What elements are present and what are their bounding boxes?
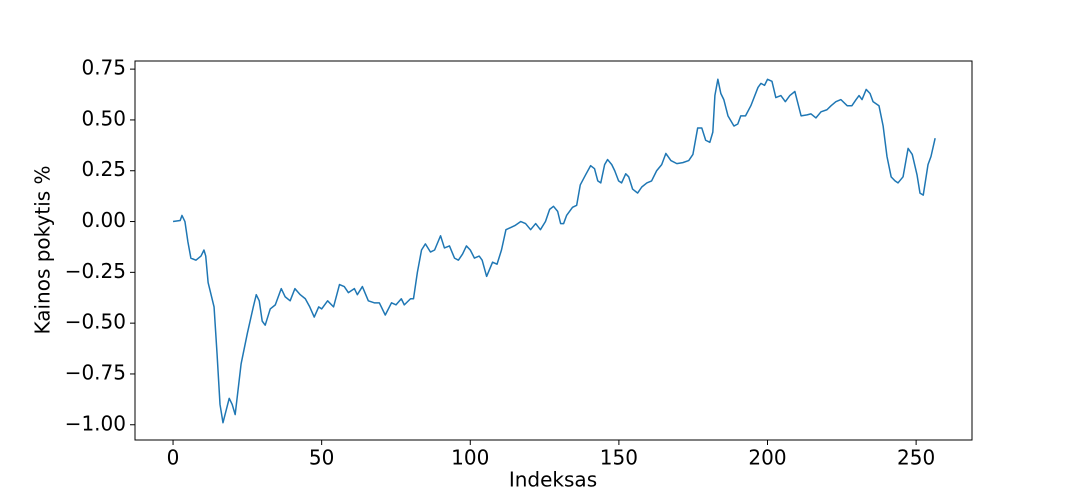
y-axis-label: Kainos pokytis % <box>31 165 55 334</box>
x-axis-label: Indeksas <box>509 468 597 492</box>
x-tick-label: 250 <box>897 446 935 470</box>
line-series <box>172 78 936 424</box>
y-tick-label: 0.25 <box>81 157 126 181</box>
y-tick-label: −0.75 <box>65 360 126 384</box>
y-tick-label: 0.50 <box>81 106 126 130</box>
y-tick-label: −1.00 <box>65 411 126 435</box>
x-tick-label: 50 <box>309 446 334 470</box>
y-tick-label: 0.00 <box>81 208 126 232</box>
x-tick-label: 150 <box>600 446 638 470</box>
y-tick-label: 0.75 <box>81 56 126 80</box>
y-tick-label: −0.25 <box>65 259 126 283</box>
plot-frame <box>134 60 973 441</box>
x-tick-label: 0 <box>167 446 180 470</box>
y-tick-label: −0.50 <box>65 310 126 334</box>
x-tick-label: 200 <box>748 446 786 470</box>
x-tick-label: 100 <box>451 446 489 470</box>
